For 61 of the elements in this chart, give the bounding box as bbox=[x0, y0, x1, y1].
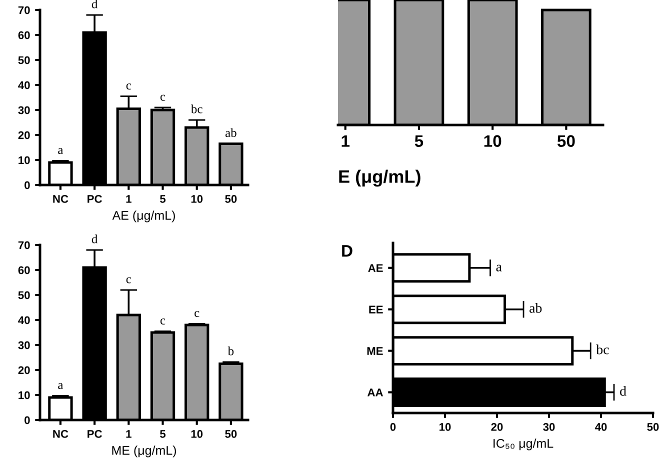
annotation: ab bbox=[225, 128, 236, 138]
x-axis-title: AE (μg/mL) bbox=[112, 210, 175, 222]
annotation: ab bbox=[530, 303, 542, 313]
x-axis-title: E (μg/mL) bbox=[339, 170, 420, 187]
y-tick-label: 20 bbox=[18, 366, 30, 374]
y-tick-label: 50 bbox=[18, 56, 30, 64]
y-tick-label: 0 bbox=[24, 416, 30, 424]
y-tick-label: AE bbox=[368, 264, 383, 272]
x-tick-label: 40 bbox=[594, 423, 607, 431]
y-tick-label: AA bbox=[368, 388, 383, 396]
x-tick-label: 20 bbox=[491, 423, 503, 431]
x-tick-label: NC bbox=[53, 430, 68, 438]
chart-title: D bbox=[342, 245, 352, 257]
x-tick-label: 50 bbox=[225, 195, 237, 203]
annotation: a bbox=[496, 264, 502, 272]
y-tick-label: 40 bbox=[18, 316, 30, 324]
annotation: c bbox=[126, 84, 132, 90]
annotation: c bbox=[126, 277, 132, 284]
x-tick-label: 0 bbox=[390, 423, 396, 431]
y-tick-label: 60 bbox=[18, 266, 30, 274]
annotation: d bbox=[92, 234, 98, 244]
x-tick-label: 1 bbox=[126, 195, 132, 203]
annotation: c bbox=[160, 318, 166, 325]
x-axis-title: ME (μg/mL) bbox=[112, 446, 176, 458]
y-tick-label: 30 bbox=[18, 341, 30, 350]
x-tick-label: PC bbox=[88, 430, 102, 438]
y-tick-label: 70 bbox=[18, 6, 30, 14]
annotation: d bbox=[620, 386, 626, 396]
y-tick-label: 60 bbox=[18, 31, 30, 40]
annotation: bc bbox=[190, 104, 202, 114]
x-tick-label: NC bbox=[53, 195, 68, 203]
x-tick-label: 5 bbox=[160, 430, 166, 438]
x-tick-label: PC bbox=[88, 195, 102, 203]
y-tick-label: 10 bbox=[18, 391, 30, 400]
annotation: c bbox=[160, 94, 166, 101]
annotation: c bbox=[194, 311, 200, 318]
annotation: a bbox=[58, 148, 64, 154]
annotation: bc bbox=[596, 344, 609, 354]
x-tick-label: 10 bbox=[440, 423, 451, 431]
x-tick-label: 10 bbox=[484, 135, 502, 147]
x-tick-label: 50 bbox=[557, 135, 575, 147]
y-tick-label: ME bbox=[367, 347, 383, 355]
x-tick-label: 5 bbox=[160, 195, 166, 203]
y-tick-label: 30 bbox=[18, 106, 30, 114]
x-tick-label: 50 bbox=[225, 430, 237, 438]
y-tick-label: 0 bbox=[24, 181, 30, 190]
y-tick-label: 70 bbox=[18, 241, 30, 250]
x-tick-label: 1 bbox=[342, 135, 350, 147]
annotation: a bbox=[58, 383, 64, 390]
annotation: b bbox=[228, 346, 234, 356]
x-tick-label: 10 bbox=[191, 430, 203, 438]
x-tick-label: 50 bbox=[647, 423, 659, 431]
x-tick-label: 10 bbox=[191, 195, 203, 203]
x-tick-label: 5 bbox=[414, 135, 424, 147]
x-tick-label: 30 bbox=[543, 423, 555, 431]
y-tick-label: 10 bbox=[18, 156, 30, 164]
y-tick-label: 50 bbox=[18, 291, 30, 300]
y-tick-label: EE bbox=[369, 306, 383, 314]
x-tick-label: 1 bbox=[126, 430, 132, 438]
y-tick-label: 40 bbox=[18, 81, 30, 90]
x-axis-title: IC₅₀ μg/mL bbox=[494, 438, 554, 450]
